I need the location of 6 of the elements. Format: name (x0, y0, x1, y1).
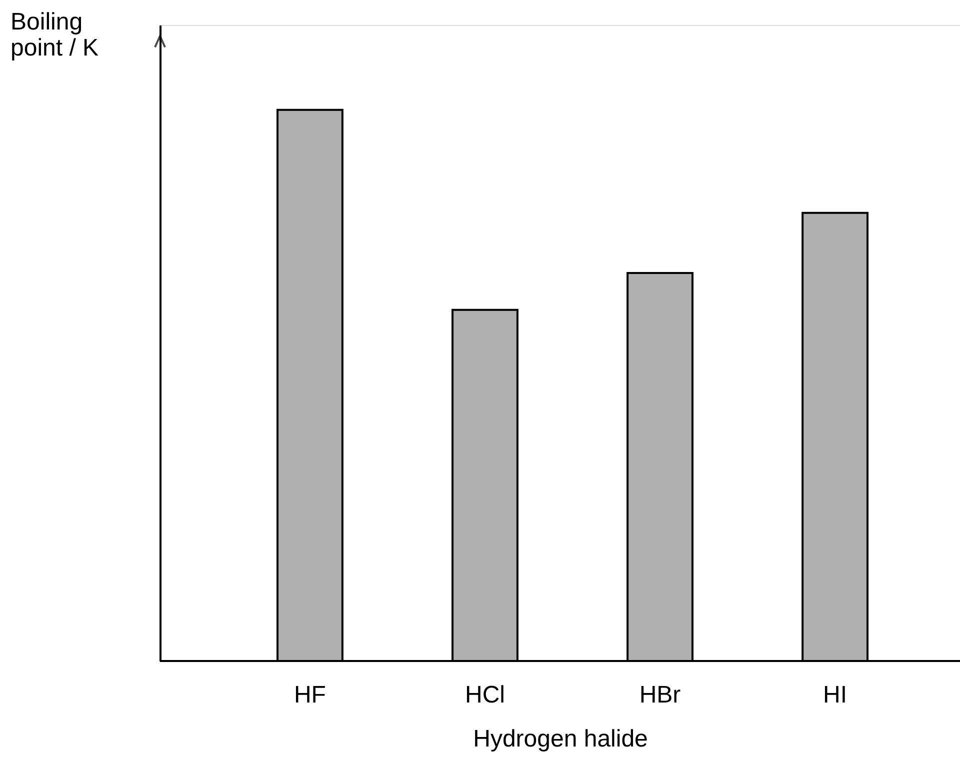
x-tick-label: HBr (639, 682, 681, 708)
x-tick-label: HI (823, 682, 848, 708)
y-axis-title: Boiling point / K (10, 8, 99, 62)
x-axis-title: Hydrogen halide (473, 726, 648, 752)
x-tick-label: HF (294, 682, 326, 708)
x-tick-label: HCl (464, 682, 505, 708)
